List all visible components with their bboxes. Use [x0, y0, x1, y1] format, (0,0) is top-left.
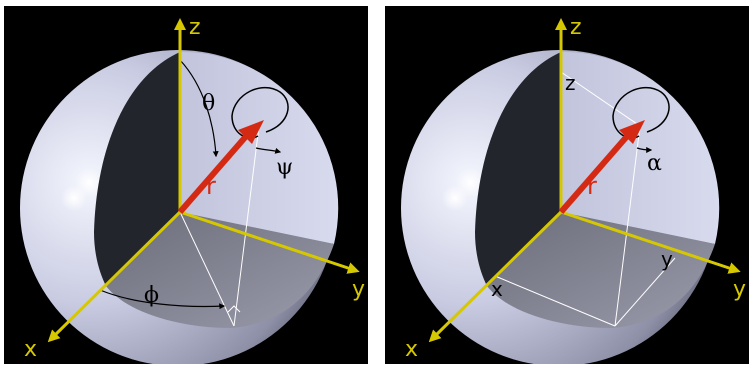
sphere-highlight [442, 185, 468, 211]
psi-arrow [255, 147, 282, 154]
psi-circle [231, 86, 289, 139]
theta-arc [179, 59, 219, 158]
projection-z-label: z [565, 71, 576, 95]
octant-wall-left [94, 52, 180, 286]
octant-floor [106, 212, 334, 328]
theta-label: θ [202, 91, 215, 116]
y-axis [560, 210, 741, 274]
spherical-coordinates-panel: z y x r θ ψ ϕ [4, 6, 368, 364]
x-axis-label: x [24, 337, 37, 362]
octant-wall-right [180, 51, 339, 244]
alpha-label: α [647, 151, 662, 176]
alpha-arrow [636, 146, 653, 153]
r-vector-head [238, 120, 264, 144]
cartesian-coordinates-diagram: z y x r α z x y [401, 15, 746, 364]
psi-label: ψ [276, 155, 293, 180]
projection-line-z [560, 71, 641, 127]
r-vector [558, 132, 632, 214]
projection-line-to-x [494, 275, 616, 327]
x-axis [47, 210, 182, 343]
phi-label: ϕ [144, 283, 159, 308]
projection-y-label: y [661, 247, 673, 271]
octant-wall-left [475, 52, 561, 286]
octant-floor [487, 212, 715, 328]
z-axis-label: z [189, 15, 201, 40]
phi-arc [99, 289, 226, 310]
cartesian-coordinates-panel: z y x r α z x y [385, 6, 749, 364]
octant-wall-right [561, 51, 720, 244]
r-vector-label: r [587, 172, 597, 200]
x-axis [428, 210, 563, 343]
projection-x-label: x [491, 277, 503, 301]
right-angle-mark [227, 305, 241, 313]
projection-line-vertical [614, 125, 641, 327]
alpha-circle [612, 86, 670, 139]
y-axis [179, 210, 360, 274]
projection-line-to-y [614, 257, 676, 327]
x-axis-label: x [405, 337, 418, 362]
y-axis-label: y [733, 277, 746, 302]
sphere-highlight [61, 185, 87, 211]
r-vector-head [619, 120, 645, 144]
z-axis-label: z [570, 15, 582, 40]
y-axis-label: y [352, 277, 365, 302]
r-vector-label: r [206, 172, 216, 200]
projection-line-vertical [233, 125, 260, 327]
spherical-coordinates-diagram: z y x r θ ψ ϕ [20, 15, 365, 364]
r-vector [177, 132, 251, 214]
